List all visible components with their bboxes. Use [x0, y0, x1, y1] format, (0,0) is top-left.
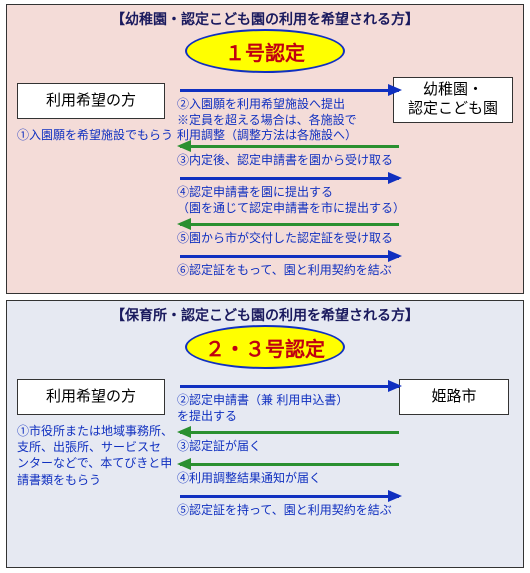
arrow-right-icon [180, 495, 399, 498]
arrow-left-icon [180, 431, 399, 434]
arrow-left-icon [180, 145, 399, 148]
step-label: ②認定申請書（兼 利用申込書） を提出する [177, 393, 402, 424]
flow-step: ③認定証が届く [177, 425, 402, 457]
flow-step: ⑤認定証を持って、園と利用契約を結ぶ [177, 489, 402, 521]
arrow-right-icon [180, 177, 399, 180]
section-kindergarten: 【幼稚園・認定こども園の利用を希望される方】 １号認定 利用希望の方 幼稚園・ … [6, 4, 524, 294]
left-note: ①市役所または地域事務所、 支所、出張所、サービスセ ンターなどで、本てびきと申… [17, 423, 173, 488]
step-label: ②入園願を利用希望施設へ提出 ※定員を超える場合は、各施設で 利用調整（調整方法… [177, 97, 402, 144]
certification-badge-23: ２・３号認定 [185, 325, 345, 369]
flow-step: ③内定後、認定申請書を園から受け取る [177, 139, 402, 171]
arrow-right-icon [180, 385, 399, 388]
step-label: ③内定後、認定申請書を園から受け取る [177, 153, 402, 169]
flow-step: ⑤園から市が交付した認定証を受け取る [177, 217, 402, 249]
applicant-box: 利用希望の方 [17, 83, 165, 119]
step-label: ⑥認定証をもって、園と利用契約を結ぶ [177, 263, 402, 279]
applicant-box: 利用希望の方 [17, 379, 165, 415]
canvas: 【幼稚園・認定こども園の利用を希望される方】 １号認定 利用希望の方 幼稚園・ … [0, 0, 530, 573]
arrow-left-icon [180, 223, 399, 226]
left-note: ①入園願を希望施設でもらう [17, 127, 177, 143]
arrow-right-icon [180, 89, 399, 92]
flow-step: ④利用調整結果通知が届く [177, 457, 402, 489]
step-label: ④利用調整結果通知が届く [177, 471, 402, 487]
flow-column: ②認定申請書（兼 利用申込書） を提出する ③認定証が届く ④利用調整結果通知が届く… [177, 379, 402, 563]
step-label: ④認定申請書を園に提出する （園を通じて認定申請書を市に提出する） [177, 185, 402, 216]
arrow-right-icon [180, 255, 399, 258]
step-label: ⑤認定証を持って、園と利用契約を結ぶ [177, 503, 402, 519]
flow-step: ②入園願を利用希望施設へ提出 ※定員を超える場合は、各施設で 利用調整（調整方法… [177, 83, 402, 139]
section-title: 【幼稚園・認定こども園の利用を希望される方】 [7, 5, 523, 31]
arrow-left-icon [180, 463, 399, 466]
step-label: ③認定証が届く [177, 439, 402, 455]
section-title: 【保育所・認定こども園の利用を希望される方】 [7, 301, 523, 327]
city-box: 姫路市 [399, 379, 509, 415]
facility-box: 幼稚園・ 認定こども園 [393, 77, 513, 123]
step-label: ⑤園から市が交付した認定証を受け取る [177, 231, 402, 247]
flow-step: ⑥認定証をもって、園と利用契約を結ぶ [177, 249, 402, 281]
flow-step: ②認定申請書（兼 利用申込書） を提出する [177, 379, 402, 425]
section-nursery: 【保育所・認定こども園の利用を希望される方】 ２・３号認定 利用希望の方 姫路市… [6, 300, 524, 568]
flow-step: ④認定申請書を園に提出する （園を通じて認定申請書を市に提出する） [177, 171, 402, 217]
flow-column: ②入園願を利用希望施設へ提出 ※定員を超える場合は、各施設で 利用調整（調整方法… [177, 83, 402, 289]
certification-badge-1: １号認定 [185, 29, 345, 73]
